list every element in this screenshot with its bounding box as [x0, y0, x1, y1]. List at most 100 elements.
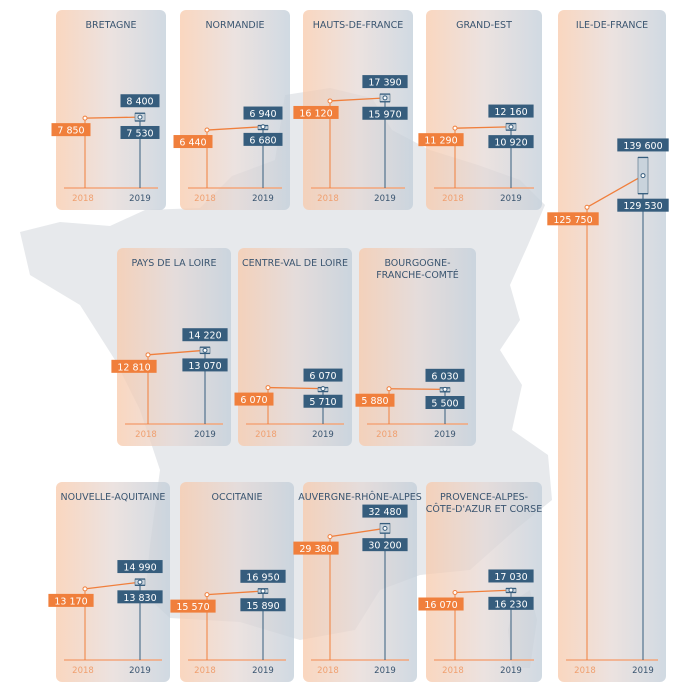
label-2019-low-pays-de-la-loire: 13 070 — [188, 361, 221, 372]
tick-2018-occitanie: 2018 — [194, 666, 216, 676]
label-2019-high-grand-est: 12 160 — [494, 107, 527, 118]
panel-occitanie — [180, 482, 294, 682]
point-2019-ile-de-france — [640, 173, 646, 179]
label-2019-low-centre-val-de-loire: 5 710 — [309, 397, 336, 408]
tick-2019-nouvelle-aquitaine: 2019 — [129, 666, 151, 676]
label-2019-low-occitanie-box — [240, 598, 286, 612]
label-2019-high-provence-alpes-c-te-d-azur-et-corse-box — [488, 569, 534, 583]
label-2019-low-normandie-box — [243, 132, 283, 146]
trend-line-hauts-de-france — [329, 97, 386, 102]
tick-2019-occitanie: 2019 — [252, 666, 274, 676]
label-2018-auvergne-rh-ne-alpes: 29 380 — [299, 544, 332, 555]
trend-line-bourgogne-franche-comt — [388, 388, 446, 391]
point-2019-occitanie — [260, 588, 266, 594]
label-2019-low-normandie: 6 680 — [249, 135, 276, 146]
panel-title-pays-de-la-loire: PAYS DE LA LOIRE — [132, 258, 217, 269]
panel-ile-de-france — [558, 10, 666, 682]
panel-title-nouvelle-aquitaine: NOUVELLE-AQUITAINE — [61, 492, 166, 503]
panel-title-grand-est: GRAND-EST — [456, 20, 512, 31]
tick-2018-auvergne-rh-ne-alpes: 2018 — [317, 666, 339, 676]
point-2018-centre-val-de-loire — [265, 385, 271, 391]
point-2018-normandie — [204, 127, 210, 133]
tick-2018-hauts-de-france: 2018 — [317, 194, 339, 204]
label-2019-high-occitanie-box — [240, 569, 286, 583]
point-2018-provence-alpes-c-te-d-azur-et-corse — [452, 590, 458, 596]
panel-title-bourgogne-franche-comt: BOURGOGNE- — [384, 258, 450, 269]
point-2019-bourgogne-franche-comt — [442, 386, 448, 392]
label-2018-hauts-de-france-box — [293, 105, 339, 119]
point-2019-pays-de-la-loire — [202, 347, 208, 353]
label-2019-high-nouvelle-aquitaine-box — [117, 560, 163, 574]
label-2018-normandie: 6 440 — [179, 138, 206, 149]
label-2018-provence-alpes-c-te-d-azur-et-corse: 16 070 — [424, 600, 457, 611]
label-2019-high-nouvelle-aquitaine: 14 990 — [123, 563, 156, 574]
label-2019-low-hauts-de-france: 15 970 — [368, 109, 401, 120]
panel-title-occitanie: OCCITANIE — [211, 492, 262, 503]
trend-line-provence-alpes-c-te-d-azur-et-corse — [454, 589, 512, 594]
label-2018-hauts-de-france: 16 120 — [299, 108, 332, 119]
label-2019-high-bourgogne-franche-comt-box — [425, 368, 465, 382]
tick-2018-centre-val-de-loire: 2018 — [255, 430, 277, 440]
point-2019-grand-est — [508, 124, 514, 130]
label-2018-pays-de-la-loire: 12 810 — [117, 362, 150, 373]
label-2019-high-provence-alpes-c-te-d-azur-et-corse: 17 030 — [494, 572, 527, 583]
label-2019-low-grand-est-box — [488, 135, 534, 149]
label-2019-low-bourgogne-franche-comt: 5 500 — [431, 399, 458, 410]
trend-line-centre-val-de-loire — [267, 386, 324, 390]
label-2019-low-occitanie: 15 890 — [246, 601, 279, 612]
label-2019-high-auvergne-rh-ne-alpes-box — [362, 504, 408, 518]
label-2019-low-ile-de-france-box — [617, 198, 669, 212]
tick-2019-pays-de-la-loire: 2019 — [194, 430, 216, 440]
tick-2018-grand-est: 2018 — [442, 194, 464, 204]
label-2018-nouvelle-aquitaine: 13 170 — [54, 596, 87, 607]
label-2019-high-grand-est-box — [488, 104, 534, 118]
label-2018-bretagne-box — [51, 123, 91, 137]
label-2019-low-nouvelle-aquitaine: 13 830 — [123, 593, 156, 604]
trend-line-ile-de-france — [586, 175, 644, 208]
tick-2019-provence-alpes-c-te-d-azur-et-corse: 2019 — [500, 666, 522, 676]
label-2019-high-ile-de-france-box — [617, 138, 669, 152]
trend-line-grand-est — [454, 126, 512, 129]
point-2019-bretagne — [137, 114, 143, 120]
label-2018-provence-alpes-c-te-d-azur-et-corse-box — [418, 597, 464, 611]
label-2019-low-bretagne-box — [120, 125, 160, 139]
tick-2019-bourgogne-franche-comt: 2019 — [434, 430, 456, 440]
label-2019-low-auvergne-rh-ne-alpes-box — [362, 538, 408, 552]
label-2019-low-nouvelle-aquitaine-box — [117, 590, 163, 604]
label-2019-low-provence-alpes-c-te-d-azur-et-corse-box — [488, 596, 534, 610]
point-2018-auvergne-rh-ne-alpes — [327, 534, 333, 540]
trend-line-nouvelle-aquitaine — [84, 581, 141, 590]
panel-title-normandie: NORMANDIE — [205, 20, 264, 31]
label-2019-low-bourgogne-franche-comt-box — [425, 396, 465, 409]
label-2018-pays-de-la-loire-box — [111, 359, 157, 373]
label-2018-nouvelle-aquitaine-box — [48, 593, 94, 607]
label-2018-auvergne-rh-ne-alpes-box — [293, 541, 339, 555]
point-2018-nouvelle-aquitaine — [82, 586, 88, 592]
trend-line-occitanie — [206, 590, 264, 596]
tick-2018-bretagne: 2018 — [72, 194, 94, 204]
tick-2019-bretagne: 2019 — [129, 194, 151, 204]
point-2019-centre-val-de-loire — [320, 386, 326, 392]
point-2018-pays-de-la-loire — [145, 352, 151, 358]
panel-title-ile-de-france: ILE-DE-FRANCE — [576, 20, 648, 31]
point-2019-nouvelle-aquitaine — [137, 579, 143, 585]
label-2019-low-pays-de-la-loire-box — [182, 358, 228, 372]
tick-2018-normandie: 2018 — [194, 194, 216, 204]
tick-2018-pays-de-la-loire: 2018 — [135, 430, 157, 440]
panel-title-provence-alpes-c-te-d-azur-et-corse: PROVENCE-ALPES- — [440, 492, 528, 503]
tick-2019-grand-est: 2019 — [500, 194, 522, 204]
tick-2019-centre-val-de-loire: 2019 — [312, 430, 334, 440]
label-2018-occitanie-box — [170, 599, 216, 613]
label-2018-ile-de-france-box — [547, 212, 599, 226]
label-2019-high-occitanie: 16 950 — [246, 572, 279, 583]
label-2019-high-ile-de-france: 139 600 — [623, 141, 662, 152]
label-2019-high-normandie: 6 940 — [249, 109, 276, 120]
point-2019-hauts-de-france — [382, 95, 388, 101]
panel-title-hauts-de-france: HAUTS-DE-FRANCE — [313, 20, 404, 31]
tick-2018-provence-alpes-c-te-d-azur-et-corse: 2018 — [442, 666, 464, 676]
label-2019-low-bretagne: 7 530 — [126, 128, 153, 139]
panel-title-provence-alpes-c-te-d-azur-et-corse: CÔTE-D'AZUR ET CORSE — [426, 503, 542, 515]
panel-nouvelle-aquitaine — [56, 482, 170, 682]
